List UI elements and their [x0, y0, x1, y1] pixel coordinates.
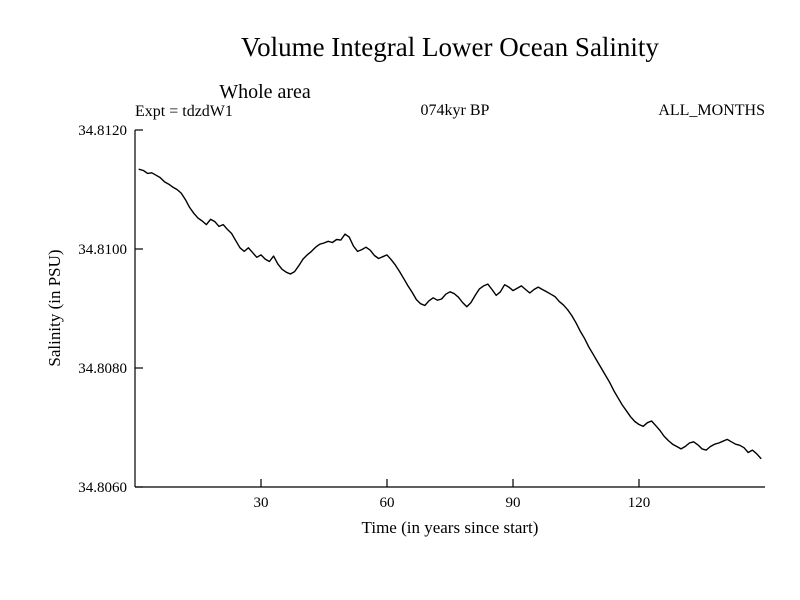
x-tick-label: 60 [380, 495, 395, 511]
y-tick-label: 34.8100 [78, 242, 127, 258]
x-tick-label: 120 [628, 495, 651, 511]
x-tick-label: 90 [506, 495, 521, 511]
y-tick-label: 34.8060 [78, 480, 127, 496]
chart-subtitle: Whole area [219, 81, 311, 103]
y-tick-label: 34.8120 [78, 123, 127, 139]
x-axis-label: Time (in years since start) [361, 518, 539, 537]
salinity-data-line [138, 168, 762, 460]
months-label: ALL_MONTHS [658, 102, 765, 119]
experiment-label: Expt = tdzdW1 [135, 103, 233, 120]
chart-title: Volume Integral Lower Ocean Salinity [241, 32, 659, 62]
y-tick-label: 34.8080 [78, 361, 127, 377]
x-tick-label: 30 [254, 495, 269, 511]
time-period-label: 074kyr BP [420, 102, 490, 119]
